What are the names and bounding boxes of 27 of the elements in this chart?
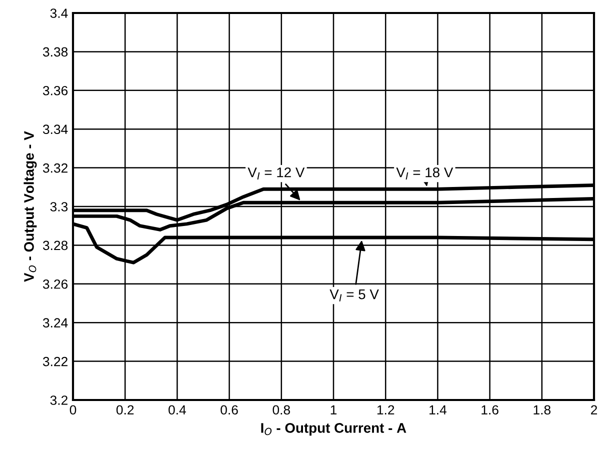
x-tick-label: 1.8 <box>534 405 550 415</box>
x-tick-label: 1.4 <box>430 405 446 414</box>
y-tick-label: 3.4 <box>50 8 68 18</box>
y-tick-label: 3.28 <box>42 240 68 250</box>
x-tick-label: 0.4 <box>168 405 186 415</box>
y-tick-label: 3.3 <box>50 202 68 212</box>
y-tick-label: 3.36 <box>42 86 68 96</box>
x-tick-label: 1.2 <box>377 405 394 414</box>
x-tick-label: 0 <box>70 405 76 415</box>
annotation: V$_{I}$ = 18 V <box>396 167 454 180</box>
x-axis-title: I$_{O}$ - Output Current - A <box>261 423 406 436</box>
x-tick-label: 0.2 <box>116 405 134 415</box>
y-tick-label: 3.22 <box>42 356 68 366</box>
y-tick-label: 3.24 <box>42 318 68 328</box>
y-tick-label: 3.26 <box>42 279 68 289</box>
annotation: V$_{I}$ = 12 V <box>248 167 305 180</box>
y-axis-title: V$_{O}$ - Output Voltage - V <box>24 131 37 282</box>
x-tick-label: 1 <box>330 405 337 414</box>
x-tick-label: 0.6 <box>220 405 238 415</box>
y-tick-label: 3.38 <box>42 47 68 57</box>
y-tick-label: 3.34 <box>42 124 68 134</box>
x-tick-label: 2 <box>590 405 598 414</box>
x-tick-label: 0.8 <box>272 405 290 415</box>
y-tick-label: 3.32 <box>42 163 68 173</box>
y-tick-label: 3.2 <box>50 396 68 405</box>
x-tick-label: 1.6 <box>482 405 498 415</box>
annotation: V$_{I}$ = 5 V <box>330 290 379 302</box>
